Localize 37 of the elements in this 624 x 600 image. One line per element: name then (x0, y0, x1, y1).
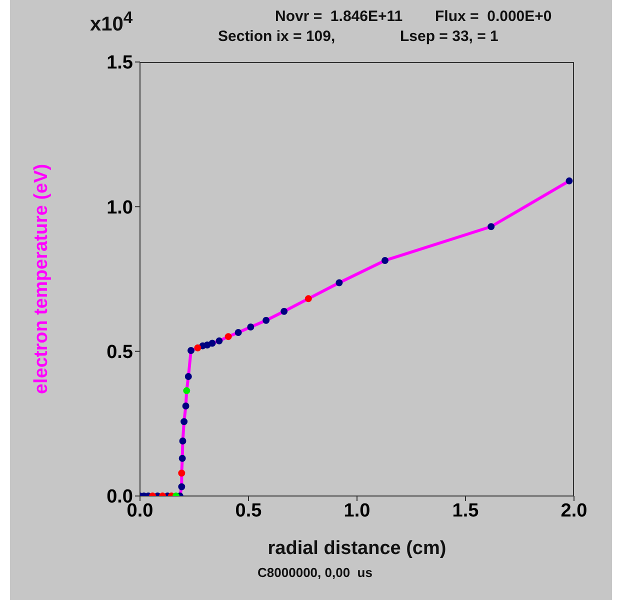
y-axis-title: electron temperature (eV) (31, 164, 53, 394)
point (178, 470, 186, 477)
point (182, 402, 190, 410)
point (216, 337, 223, 344)
text: x10$^{4}$ (90, 8, 133, 37)
point (336, 279, 343, 286)
text: Novr = 1.846E+11 (275, 8, 403, 25)
point (280, 308, 288, 315)
point (178, 483, 186, 490)
point (304, 295, 312, 302)
y-tick-label: 1.5 (106, 52, 134, 74)
text: Lsep = 33, = 1 (400, 28, 498, 45)
point (187, 346, 194, 354)
point (262, 316, 270, 324)
point (184, 373, 192, 380)
point (194, 344, 202, 352)
point (381, 256, 388, 264)
point (224, 333, 232, 340)
point (178, 454, 186, 462)
x-tick-label: 2.0 (560, 500, 588, 522)
y-tick-label: 0.5 (106, 342, 134, 364)
x-tick-label: 1.0 (344, 500, 370, 522)
point (208, 340, 216, 347)
y-tick-label: 1.0 (106, 197, 133, 218)
text: Flux = 0.000E+0 (435, 8, 552, 25)
point (234, 329, 242, 336)
point (180, 418, 188, 426)
x-axis-title: radial distance (cm) (266, 538, 448, 560)
point (566, 177, 573, 184)
text: C8000000, 0,00 us (256, 565, 374, 580)
point (179, 438, 186, 445)
point (183, 387, 190, 394)
text: Section ix = 109, (218, 28, 336, 45)
x-tick-label: 0.5 (235, 500, 262, 522)
point (247, 324, 254, 331)
x-tick-label: 1.5 (452, 500, 480, 522)
point (488, 223, 495, 230)
